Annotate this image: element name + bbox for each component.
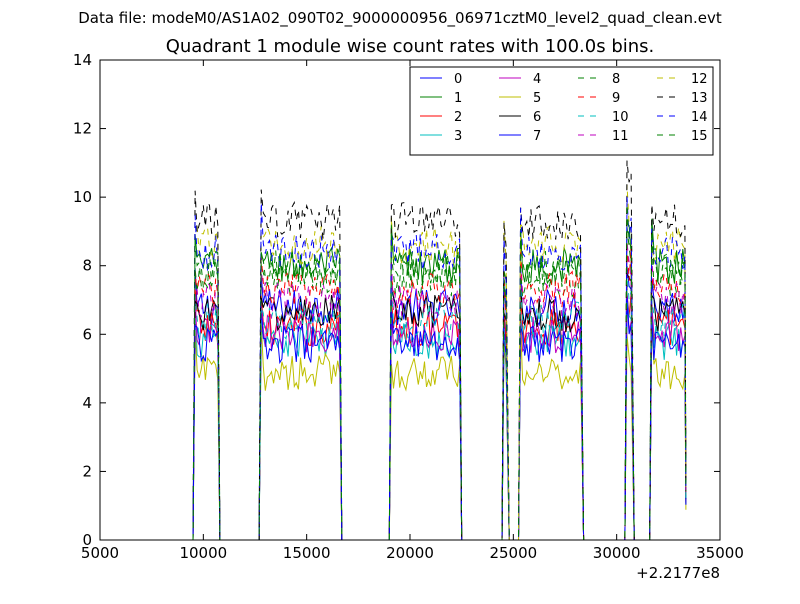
legend-label-12: 12 [691,72,708,87]
legend-label-1: 1 [454,91,462,106]
legend-label-2: 2 [454,110,462,125]
chart-title: Quadrant 1 module wise count rates with … [165,36,655,57]
x-tick-label: 35000 [696,544,744,562]
legend-box [409,66,714,156]
y-tick-label: 12 [73,120,92,138]
legend-label-4: 4 [533,72,541,87]
y-tick-label: 2 [82,462,92,480]
series-line-14 [192,196,687,540]
y-tick-label: 14 [73,51,92,69]
legend-label-15: 15 [691,129,708,144]
legend-label-11: 11 [612,129,629,144]
data-file-title: Data file: modeM0/AS1A02_090T02_90000009… [78,9,722,27]
legend-label-10: 10 [612,110,629,125]
legend-label-8: 8 [612,72,620,87]
series-line-9 [192,240,687,540]
x-offset-label: +2.2177e8 [636,564,720,582]
x-tick-label: 25000 [489,544,537,562]
legend-label-0: 0 [454,72,462,87]
series-line-11 [192,242,687,540]
legend-label-14: 14 [691,110,708,125]
y-tick-label: 4 [82,394,92,412]
legend-label-5: 5 [533,91,541,106]
x-tick-label: 15000 [283,544,331,562]
legend-label-9: 9 [612,91,620,106]
series-line-4 [192,291,687,540]
y-tick-label: 10 [73,188,92,206]
series-line-13 [192,160,687,540]
series-line-12 [192,184,687,540]
x-tick-label: 10000 [179,544,227,562]
series-line-15 [192,204,687,540]
legend-label-6: 6 [533,110,541,125]
legend-label-3: 3 [454,129,462,144]
x-tick-label: 30000 [593,544,641,562]
series-group [192,160,687,540]
series-line-8 [192,226,687,540]
series-line-6 [192,273,687,540]
y-tick-label: 0 [82,531,92,549]
legend-label-13: 13 [691,91,708,106]
y-tick-label: 8 [82,257,92,275]
y-tick-label: 6 [82,325,92,343]
x-tick-label: 5000 [81,544,119,562]
x-tick-label: 20000 [386,544,434,562]
legend-label-7: 7 [533,129,541,144]
